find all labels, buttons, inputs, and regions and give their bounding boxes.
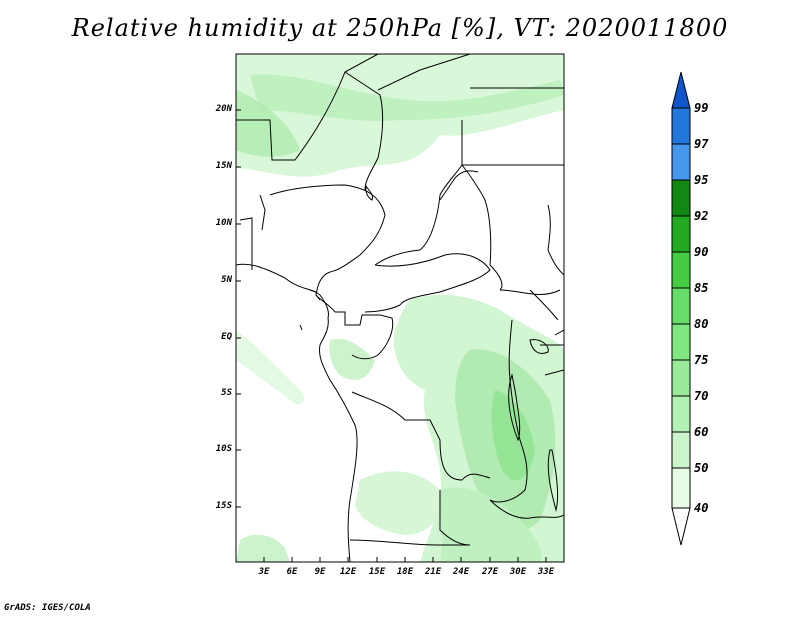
border-nigeria-cameroon [315,254,361,313]
border-angola-namibia [349,539,470,546]
colorbar-label: 40 [694,501,709,515]
humidity-region-east-strong [491,390,535,481]
lon-tick-label: 15E [368,567,386,577]
colorbar-bin-92-95 [671,179,691,217]
border-sudan-ethiopia [547,204,564,276]
lat-tick-label: EQ [221,332,232,342]
colorbar-label: 50 [694,461,709,475]
lat-tick-label: 5S [221,388,232,398]
border-niger-libya [377,54,471,91]
border-drc-south [351,391,491,481]
colorbar-label: 97 [694,137,709,151]
humidity-region-northwest [236,90,300,157]
colorbar-bin-60-70 [671,395,691,433]
colorbar-bin-75-80 [671,323,691,361]
colorbar-bin-50-60 [671,431,691,469]
lon-tick-label: 30E [509,567,527,577]
lake-victoria [529,339,549,354]
colorbar-label: 85 [694,281,709,295]
humidity-region-west [236,330,305,405]
colorbar [671,71,691,546]
border-northeast [439,87,564,201]
grads-credit: GrADS: IGES/COLA [4,603,91,613]
lat-tick-label: 15N [215,161,232,171]
border-car [364,253,491,313]
lon-tick-label: 33E [537,567,555,577]
lat-tick-label: 15S [215,501,232,511]
colorbar-bin-70-75 [671,359,691,397]
lon-tick-label: 12E [339,567,357,577]
border-mali-algeria [344,71,384,191]
border-congo-gabon [335,311,394,360]
lon-tick-label: 18E [396,567,414,577]
humidity-region-north-mid [250,74,564,122]
humidity-region-southwest [355,471,441,535]
colorbar-bin-90-92 [671,215,691,253]
colorbar-label: 80 [694,317,709,331]
lake-tanganyika [508,373,521,442]
border-zambia-east [489,499,564,519]
lat-tick-label: 5N [221,275,232,285]
colorbar-bin-95-97 [671,143,691,181]
lon-tick-label: 9E [314,567,326,577]
colorbar-label: 60 [694,425,709,439]
axis-ticks [236,109,547,562]
border-drc-east [489,319,528,503]
colorbar-bin-80-85 [671,287,691,325]
humidity-region-bottom-left [236,534,290,562]
colorbar-label: 90 [694,245,709,259]
colorbar-label: 75 [694,353,709,367]
colorbar-bin-40-50 [671,467,691,509]
colorbar-top-triangle [671,71,691,109]
border-east-africa [529,289,564,376]
lat-tick-label: 10S [215,444,232,454]
humidity-region-south [440,487,542,562]
coast-small-islands [299,289,321,331]
lon-tick-label: 27E [481,567,499,577]
humidity-region-congo [329,338,375,380]
colorbar-bin-85-90 [671,251,691,289]
lat-tick-label: 20N [215,104,232,114]
border-niger-chad [374,120,463,266]
map-frame [235,53,565,563]
border-small-west [239,194,266,270]
border-niger-nigeria [269,184,386,256]
map-title: Relative humidity at 250hPa [%], VT: 202… [71,14,729,42]
lon-tick-label: 24E [452,567,470,577]
lat-tick-label: 10N [215,218,232,228]
lake-chad [365,184,373,201]
border-mauritania-mali [236,54,379,161]
colorbar-bin-97-99 [671,107,691,145]
country-borders [236,54,564,562]
coastline-west-africa [236,263,358,562]
border-chad-sudan [461,164,503,291]
lake-malawi [547,449,559,512]
colorbar-label: 95 [694,173,709,187]
colorbar-bottom-triangle [671,507,691,546]
lon-tick-label: 21E [424,567,442,577]
colorbar-label: 70 [694,389,709,403]
lon-tick-label: 6E [286,567,298,577]
colorbar-label: 92 [694,209,709,223]
humidity-field [236,54,564,562]
lon-tick-label: 3E [258,567,270,577]
border-sudan-south [462,164,564,295]
colorbar-label: 99 [694,101,709,115]
